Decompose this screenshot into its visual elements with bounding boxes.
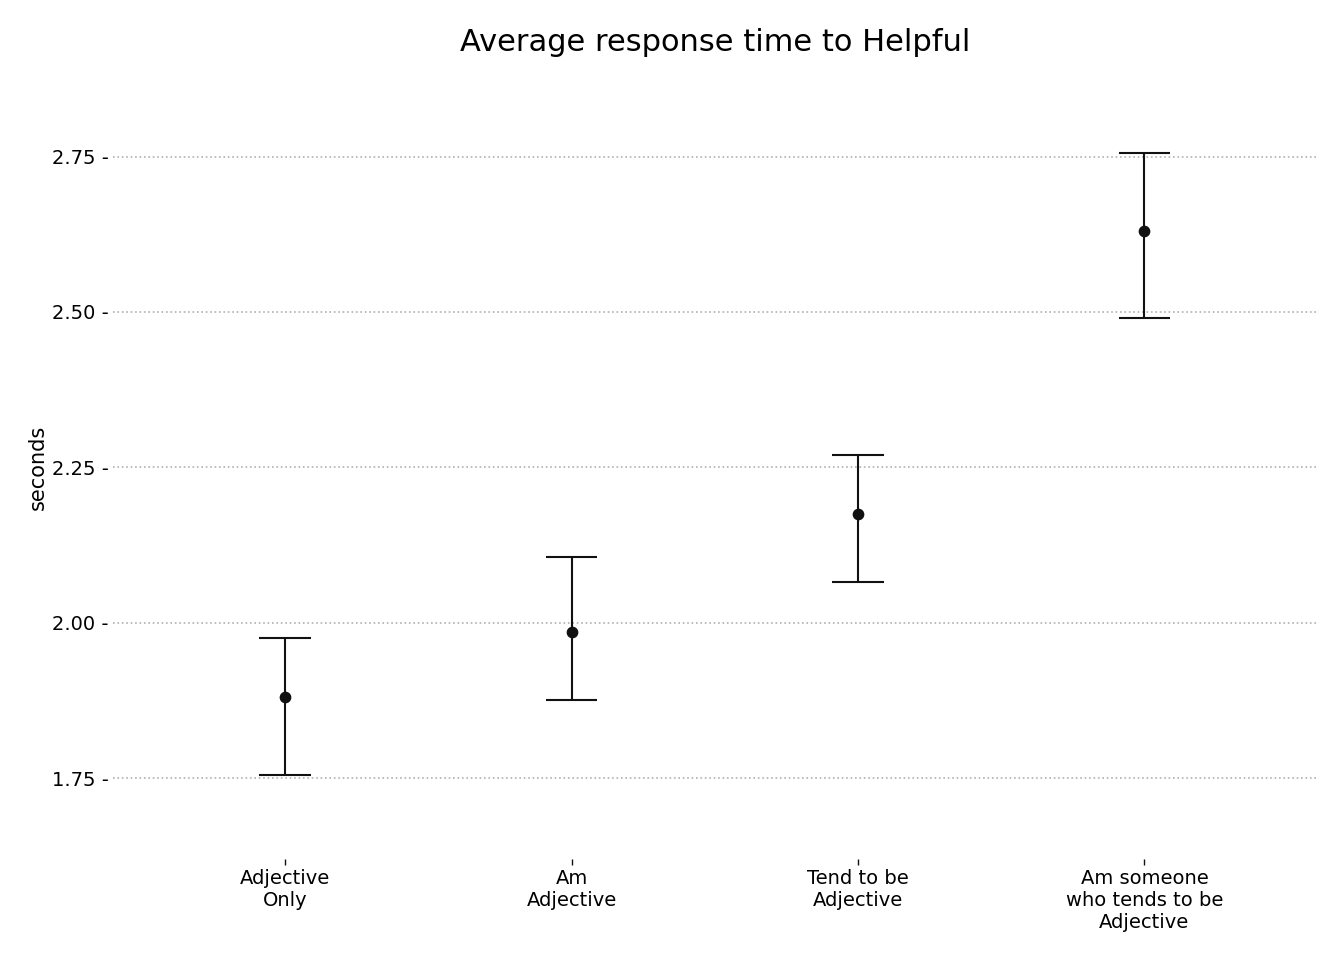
- Title: Average response time to Helpful: Average response time to Helpful: [460, 28, 970, 57]
- Point: [847, 506, 868, 521]
- Point: [560, 624, 582, 639]
- Y-axis label: seconds: seconds: [28, 424, 48, 510]
- Point: [274, 689, 296, 705]
- Point: [1133, 224, 1154, 239]
